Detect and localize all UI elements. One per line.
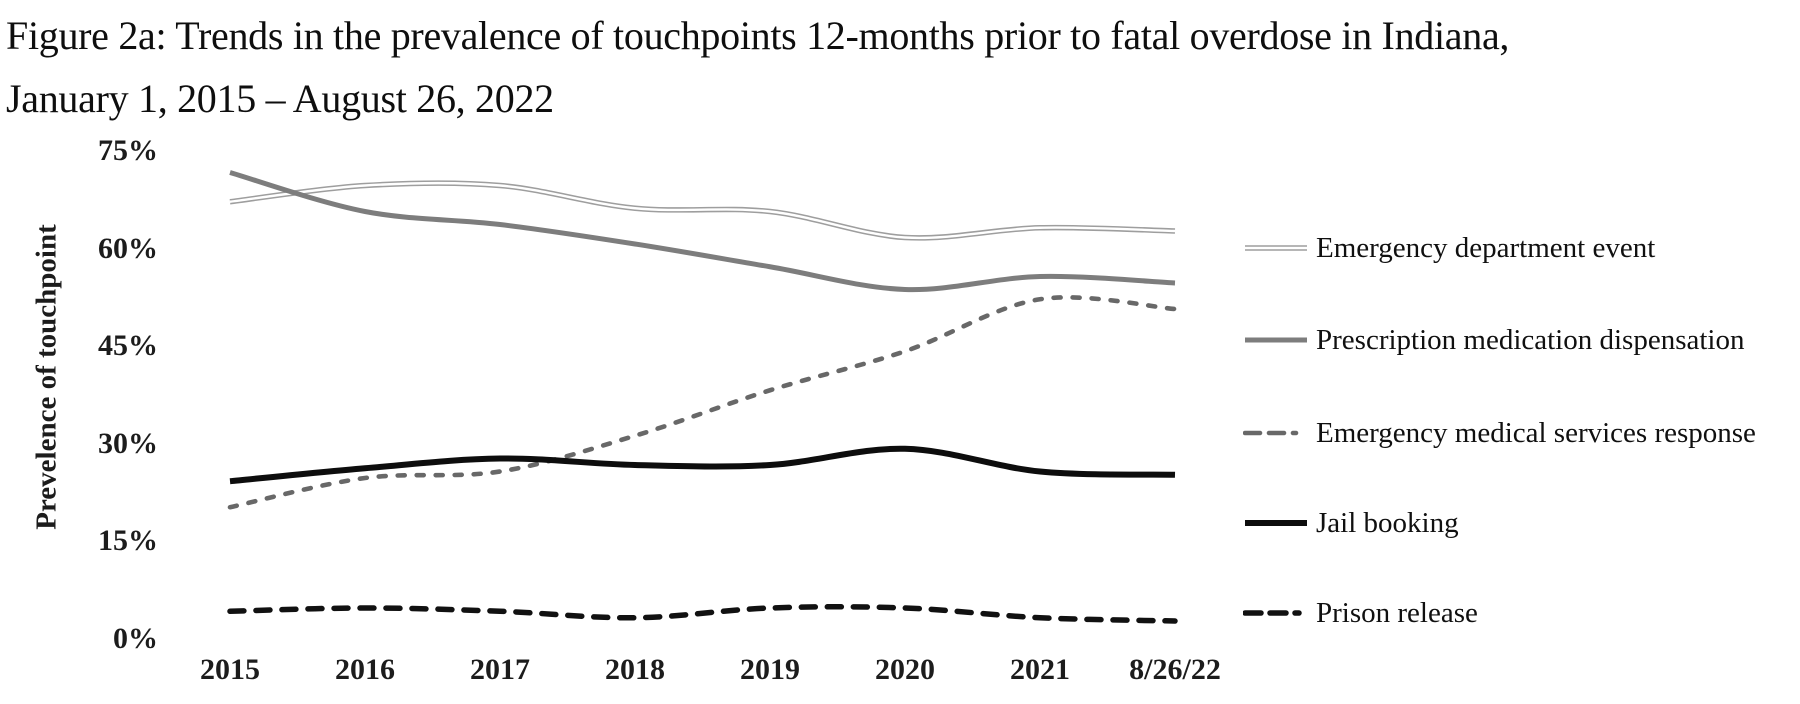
x-tick-label-2016: 2016 (335, 653, 395, 686)
legend-item-jail-booking: Jail booking (1243, 506, 1459, 540)
legend-swatch-prescription-medication-dispensation-icon (1245, 337, 1307, 343)
y-tick-label-0: 0% (113, 621, 158, 655)
series-line-prescription-medication-dispensation (229, 170, 1176, 293)
legend-swatch-emergency-department-event-icon (1245, 245, 1307, 251)
legend-label-emergency-department-event: Emergency department event (1316, 231, 1656, 264)
legend-item-emergency-department-event: Emergency department event (1243, 231, 1655, 265)
legend-item-prison-release: Prison release (1243, 596, 1478, 630)
legend-label-prison-release: Prison release (1316, 596, 1478, 629)
x-tick-label-2020: 2020 (875, 653, 935, 686)
y-tick-label-60: 60% (98, 231, 158, 265)
legend-swatch-jail-booking-icon (1245, 520, 1307, 526)
figure-title-line1: Figure 2a: Trends in the prevalence of t… (6, 13, 1510, 58)
series-line-jail-booking (229, 445, 1176, 485)
x-tick-label-2015: 2015 (200, 653, 260, 686)
legend-label-emergency-medical-services-response: Emergency medical services response (1316, 416, 1756, 449)
series-line-prison-release (227, 604, 1178, 624)
x-tick-label-2019: 2019 (740, 653, 800, 686)
legend-item-emergency-medical-services-response: Emergency medical services response (1243, 416, 1756, 450)
y-tick-label-30: 30% (98, 426, 158, 460)
y-tick-label-45: 45% (98, 329, 158, 362)
figure-title: Figure 2a: Trends in the prevalence of t… (6, 4, 1798, 130)
y-tick-label-15: 15% (98, 524, 158, 557)
x-tick-label-2021: 2021 (1010, 653, 1070, 686)
series-line-emergency-department-event-core (229, 181, 1176, 240)
legend-item-prescription-medication-dispensation: Prescription medication dispensation (1243, 323, 1744, 357)
legend-label-prescription-medication-dispensation: Prescription medication dispensation (1316, 323, 1745, 356)
x-tick-label-2018: 2018 (605, 653, 665, 686)
x-tick-label-2017: 2017 (470, 653, 530, 686)
legend-label-jail-booking: Jail booking (1316, 506, 1459, 539)
y-tick-label-75: 75% (98, 134, 158, 167)
legend-swatch-prison-release-icon (1243, 610, 1310, 616)
figure-title-line2: January 1, 2015 – August 26, 2022 (6, 76, 554, 121)
legend-swatch-emergency-medical-services-response-icon (1243, 430, 1310, 436)
series-line-emergency-medical-services-response (227, 295, 1178, 510)
x-tick-label-8-26-22: 8/26/22 (1129, 653, 1221, 686)
